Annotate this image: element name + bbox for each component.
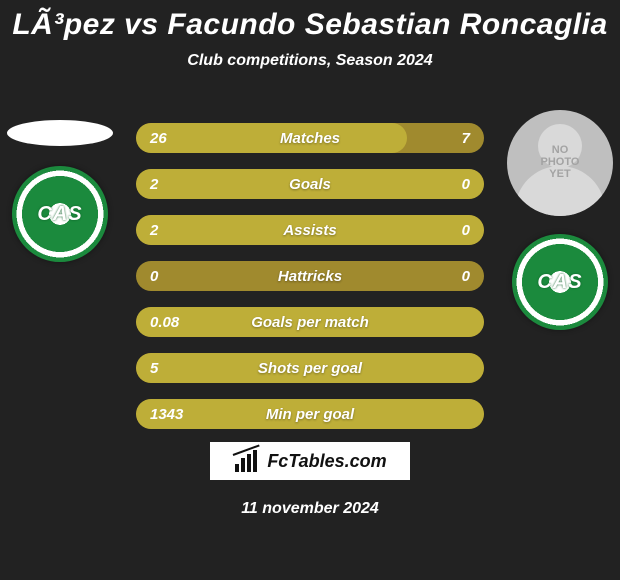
page-subtitle: Club competitions, Season 2024: [0, 52, 620, 70]
stat-label: Assists: [136, 215, 484, 245]
stat-label: Min per goal: [136, 399, 484, 429]
left-player-column: CAS: [0, 110, 120, 262]
club-badge-text: CAS: [512, 234, 608, 330]
right-club-badge: CAS: [512, 234, 608, 330]
stat-label: Hattricks: [136, 261, 484, 291]
stat-label: Goals: [136, 169, 484, 199]
left-player-photo-placeholder: [7, 120, 113, 146]
bar-chart-icon: [233, 450, 261, 472]
stat-label: Goals per match: [136, 307, 484, 337]
stat-bar: 5Shots per goal: [136, 353, 484, 383]
no-photo-line-1: NO: [507, 144, 613, 156]
no-photo-line-3: YET: [507, 168, 613, 180]
stat-bar: 0.08Goals per match: [136, 307, 484, 337]
stat-bar: 1343Min per goal: [136, 399, 484, 429]
stat-bar: 20Goals: [136, 169, 484, 199]
logo-text: FcTables.com: [267, 451, 386, 472]
stat-bar: 00Hattricks: [136, 261, 484, 291]
fctables-logo: FcTables.com: [210, 442, 410, 480]
right-player-column: NO PHOTO YET CAS: [500, 110, 620, 330]
stats-bars: 267Matches 20Goals 20Assists 00Hattricks 0.0…: [136, 123, 484, 445]
right-player-no-photo: NO PHOTO YET: [507, 110, 613, 216]
stat-bar: 20Assists: [136, 215, 484, 245]
club-badge-text: CAS: [12, 166, 108, 262]
comparison-infographic: LÃ³pez vs Facundo Sebastian Roncaglia Cl…: [0, 0, 620, 580]
infographic-date: 11 november 2024: [0, 500, 620, 518]
stat-label: Shots per goal: [136, 353, 484, 383]
no-photo-line-2: PHOTO: [507, 156, 613, 168]
left-club-badge: CAS: [12, 166, 108, 262]
page-title: LÃ³pez vs Facundo Sebastian Roncaglia: [0, 0, 620, 46]
stat-label: Matches: [136, 123, 484, 153]
stat-bar: 267Matches: [136, 123, 484, 153]
